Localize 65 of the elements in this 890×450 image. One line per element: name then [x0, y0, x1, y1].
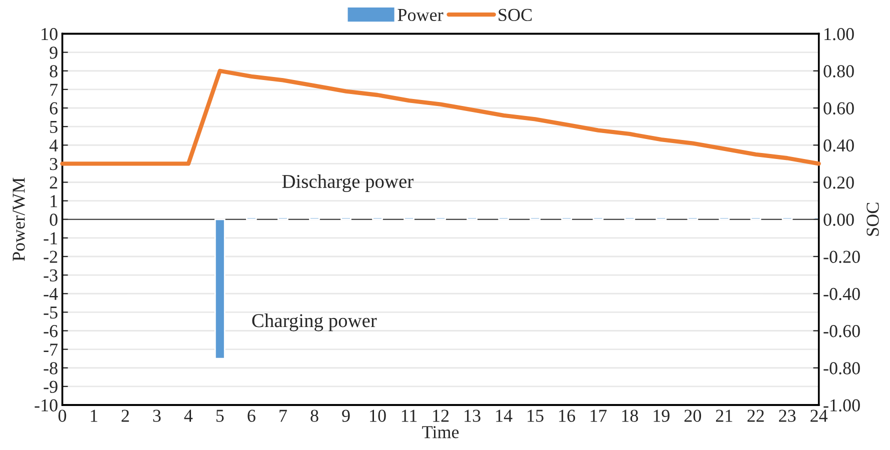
x-tick-label: 3: [153, 410, 161, 422]
y2-tick-label: 0.80: [824, 65, 854, 78]
x-tick-label: 8: [310, 410, 318, 422]
y-tick-label: -3: [44, 269, 58, 282]
legend-label: Power: [398, 9, 444, 22]
y2-axis-title: SOC: [866, 202, 879, 236]
y-tick-label: -8: [44, 362, 58, 374]
y-tick-label: -5: [44, 306, 58, 319]
y-tick-label: -2: [44, 250, 58, 263]
y-tick-label: 0: [50, 214, 58, 226]
y-tick-label: -1: [44, 232, 58, 244]
x-tick-label: 9: [342, 410, 350, 422]
x-tick-label: 18: [622, 410, 638, 422]
y-tick-label: 1: [50, 195, 58, 208]
y-tick-label: 10: [42, 28, 58, 40]
y2-tick-label: -0.80: [824, 362, 860, 374]
y2-tick-label: 0.00: [824, 214, 854, 226]
y-axis-title: Power/WM: [12, 178, 25, 261]
y2-tick-label: -0.60: [824, 325, 860, 338]
y-tick-label: -7: [44, 344, 58, 356]
y2-tick-label: 1.00: [824, 28, 854, 40]
y2-tick-label: -1.00: [824, 399, 860, 412]
x-tick-label: 14: [496, 410, 512, 422]
x-tick-label: 16: [559, 410, 576, 422]
annotation: Discharge power: [282, 174, 414, 192]
x-tick-label: 15: [528, 410, 544, 422]
y-tick-label: 2: [50, 176, 58, 189]
x-tick-label: 13: [464, 410, 480, 422]
line-series: [60, 68, 821, 166]
annotation: Charging power: [252, 314, 377, 332]
x-tick-label: 5: [216, 410, 224, 422]
y2-tick-label: -0.40: [824, 288, 860, 300]
x-tick-label: 23: [779, 410, 796, 422]
x-tick-label: 12: [433, 410, 449, 422]
x-tick-label: 17: [590, 410, 607, 422]
y-tick-label: -6: [44, 325, 58, 338]
x-tick-label: 2: [122, 410, 129, 422]
y2-tick-label: -0.20: [824, 250, 860, 264]
x-tick-label: 24: [810, 410, 828, 422]
y-tick-label: 3: [50, 158, 58, 170]
y-tick-label: 5: [50, 121, 58, 134]
y-tick-label: 7: [50, 84, 58, 96]
y2-tick-label: 0.20: [824, 176, 854, 189]
y-tick-label: 4: [49, 140, 58, 152]
y-tick-label: -4: [44, 288, 58, 300]
x-tick-label: 1: [90, 410, 98, 422]
x-tick-label: 11: [402, 410, 417, 422]
y-tick-label: 6: [50, 102, 58, 114]
x-tick-label: 0: [58, 410, 66, 422]
x-tick-label: 21: [716, 410, 732, 422]
x-tick-label: 10: [370, 410, 386, 422]
y-tick-label: -10: [34, 399, 58, 412]
x-tick-label: 7: [280, 410, 287, 422]
legend-label: SOC: [498, 8, 532, 22]
y-tick-label: 9: [50, 46, 58, 59]
x-tick-label: 19: [654, 410, 670, 422]
y2-tick-label: 0.60: [824, 102, 854, 115]
y-tick-label: 8: [50, 65, 58, 78]
y2-tick-label: 0.40: [824, 139, 854, 152]
x-tick-label: 22: [748, 410, 764, 422]
x-tick-label: 6: [248, 410, 256, 422]
y-tick-label: -9: [44, 380, 58, 393]
x-axis-title: Time: [422, 426, 459, 438]
x-tick-label: 20: [684, 410, 702, 422]
x-tick-label: 4: [184, 410, 193, 422]
